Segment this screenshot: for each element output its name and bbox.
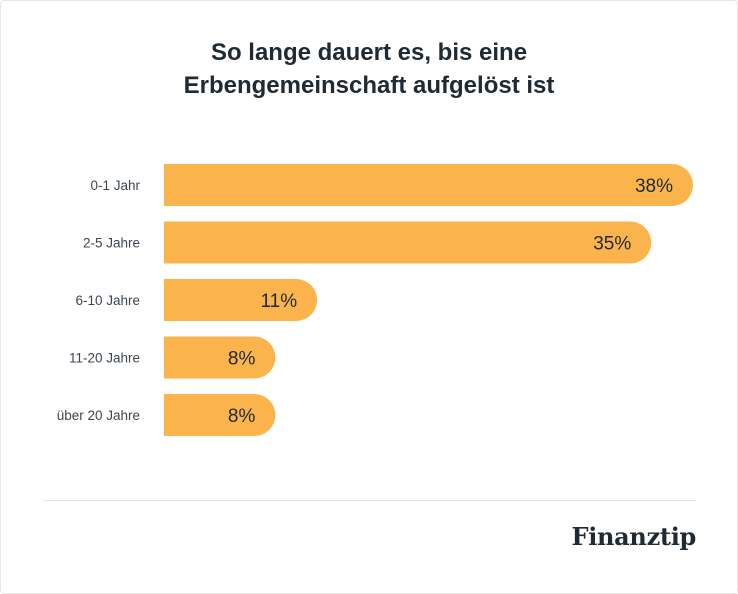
category-label-4: 11-20 Jahre (69, 351, 140, 366)
value-label-1: 38% (635, 176, 673, 197)
value-label-2: 35% (593, 234, 631, 255)
bar-2 (164, 221, 652, 264)
bar-5 (164, 394, 276, 436)
bar-3 (164, 279, 318, 321)
value-label-3: 11% (261, 291, 298, 312)
chart-title: So lange dauert es, bis eine Erbengemein… (0, 36, 738, 102)
chart-title-line-2: Erbengemeinschaft aufgelöst ist (183, 72, 555, 99)
category-label-1: 0-1 Jahr (90, 178, 140, 193)
value-label-4: 8% (228, 349, 256, 370)
footer-divider (43, 500, 696, 501)
category-label-2: 2-5 Jahre (83, 236, 140, 251)
bar-1 (164, 164, 693, 206)
value-label-5: 8% (228, 406, 256, 427)
finanztip-logo: Finanztip (571, 522, 696, 551)
bar-4 (164, 336, 276, 379)
category-label-3: 6-10 Jahre (75, 293, 140, 308)
category-label-5: über 20 Jahre (57, 408, 140, 423)
chart-title-line-1: So lange dauert es, bis eine (210, 39, 528, 66)
